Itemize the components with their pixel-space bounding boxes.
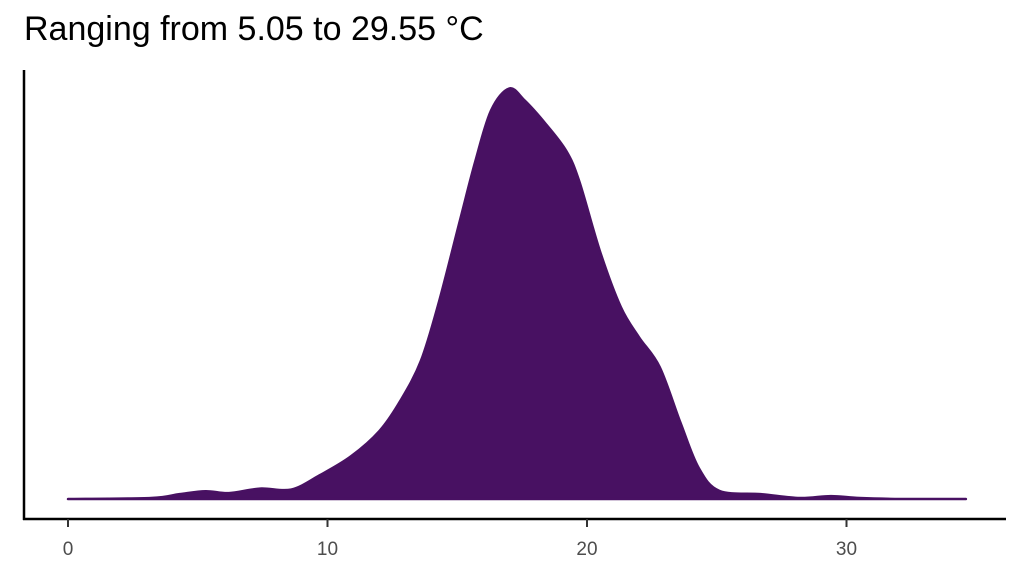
x-tick-label: 10 bbox=[317, 539, 338, 560]
x-tick-label: 30 bbox=[836, 539, 857, 560]
chart-title: Ranging from 5.05 to 29.55 °C bbox=[24, 10, 484, 48]
x-tick-label: 20 bbox=[576, 539, 597, 560]
x-axis-ticks: 0 10 20 30 bbox=[63, 519, 857, 560]
x-tick-label: 0 bbox=[63, 539, 74, 560]
density-fill bbox=[66, 87, 968, 501]
density-area bbox=[66, 87, 968, 501]
